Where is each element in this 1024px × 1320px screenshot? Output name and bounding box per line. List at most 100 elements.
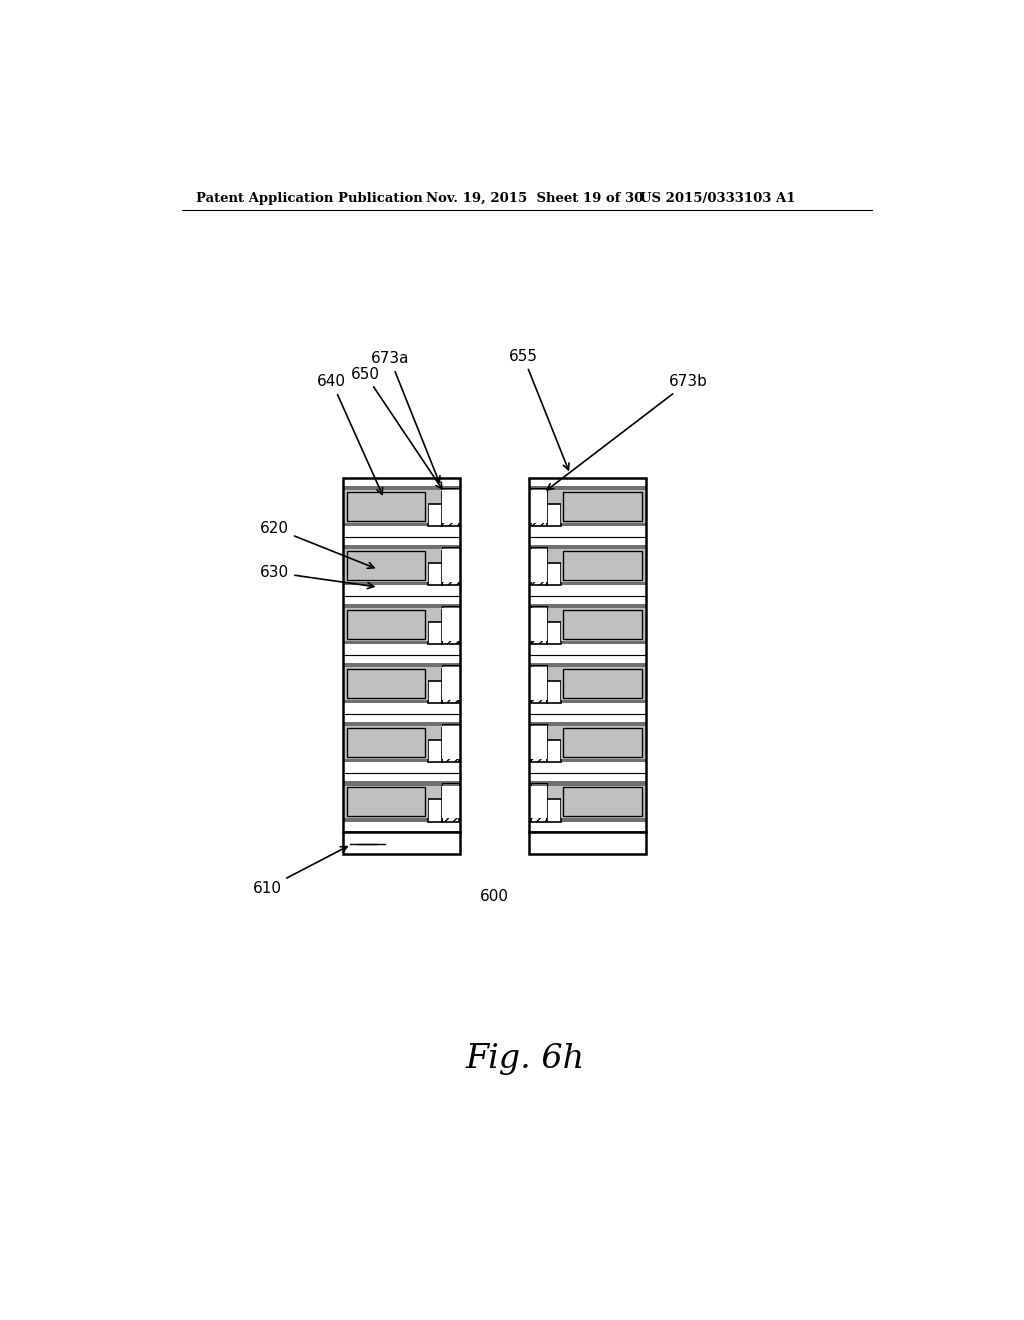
- Bar: [529, 609, 646, 642]
- Bar: [529, 726, 646, 759]
- Bar: [547, 681, 561, 704]
- Bar: [343, 585, 460, 597]
- Bar: [530, 669, 547, 704]
- Bar: [529, 478, 646, 486]
- Bar: [343, 668, 428, 700]
- Bar: [529, 704, 646, 714]
- Bar: [442, 487, 459, 492]
- Bar: [442, 665, 459, 704]
- Bar: [343, 597, 460, 603]
- Bar: [530, 723, 547, 729]
- Bar: [343, 785, 460, 818]
- Bar: [347, 787, 425, 816]
- Bar: [529, 644, 646, 655]
- Bar: [343, 759, 460, 763]
- Bar: [529, 585, 646, 597]
- Bar: [517, 668, 547, 700]
- Bar: [343, 785, 428, 818]
- Bar: [442, 665, 459, 669]
- Bar: [529, 714, 646, 722]
- Bar: [343, 726, 428, 759]
- Bar: [530, 487, 547, 527]
- Bar: [442, 492, 459, 527]
- Bar: [343, 663, 460, 668]
- Bar: [442, 609, 472, 642]
- Bar: [343, 523, 460, 527]
- Bar: [547, 622, 561, 644]
- Bar: [442, 729, 459, 763]
- Bar: [442, 669, 459, 704]
- Bar: [529, 486, 646, 490]
- Bar: [343, 537, 460, 545]
- Bar: [442, 726, 472, 759]
- Bar: [343, 490, 460, 523]
- Bar: [428, 622, 442, 644]
- Bar: [347, 552, 425, 579]
- Bar: [428, 504, 442, 527]
- Bar: [442, 785, 472, 818]
- Bar: [343, 774, 460, 781]
- Bar: [530, 546, 547, 550]
- Bar: [442, 783, 459, 821]
- Bar: [529, 478, 646, 832]
- Bar: [561, 785, 646, 818]
- Bar: [428, 799, 442, 821]
- Bar: [562, 492, 642, 521]
- Text: 640: 640: [317, 375, 383, 495]
- Bar: [530, 606, 547, 610]
- Bar: [561, 668, 646, 700]
- Text: 673a: 673a: [371, 351, 440, 483]
- Text: Patent Application Publication: Patent Application Publication: [197, 191, 423, 205]
- Bar: [343, 490, 428, 523]
- Bar: [442, 787, 459, 821]
- Bar: [529, 527, 646, 537]
- Bar: [529, 478, 646, 832]
- Bar: [529, 597, 646, 603]
- Bar: [529, 832, 646, 854]
- Bar: [343, 549, 460, 582]
- Bar: [442, 606, 459, 610]
- Bar: [343, 582, 460, 585]
- Bar: [562, 729, 642, 758]
- Bar: [562, 669, 642, 698]
- Bar: [442, 723, 459, 763]
- Bar: [562, 610, 642, 639]
- Bar: [530, 723, 547, 763]
- Bar: [561, 726, 646, 759]
- Text: 630: 630: [260, 565, 374, 589]
- Bar: [343, 821, 460, 832]
- Bar: [530, 610, 547, 644]
- Bar: [530, 787, 547, 821]
- Text: Fig. 6h: Fig. 6h: [465, 1043, 585, 1076]
- Bar: [442, 546, 459, 550]
- Bar: [347, 669, 425, 698]
- Bar: [530, 665, 547, 704]
- Bar: [343, 781, 460, 785]
- Bar: [530, 550, 547, 585]
- Bar: [428, 564, 442, 585]
- Bar: [347, 610, 425, 639]
- Text: 650: 650: [350, 367, 442, 488]
- Bar: [530, 487, 547, 492]
- Bar: [343, 704, 460, 714]
- Bar: [529, 785, 646, 818]
- Bar: [343, 722, 460, 726]
- Bar: [529, 774, 646, 781]
- Bar: [343, 642, 460, 644]
- Bar: [529, 549, 646, 582]
- Bar: [529, 821, 646, 832]
- Bar: [530, 665, 547, 669]
- Bar: [347, 492, 425, 521]
- Bar: [547, 564, 561, 585]
- Bar: [343, 644, 460, 655]
- Bar: [343, 603, 460, 609]
- Bar: [517, 609, 547, 642]
- Bar: [442, 665, 459, 669]
- Bar: [343, 545, 460, 549]
- Bar: [442, 723, 459, 729]
- Bar: [343, 832, 460, 854]
- Bar: [442, 549, 472, 582]
- Bar: [561, 490, 646, 523]
- Bar: [517, 549, 547, 582]
- Bar: [529, 663, 646, 668]
